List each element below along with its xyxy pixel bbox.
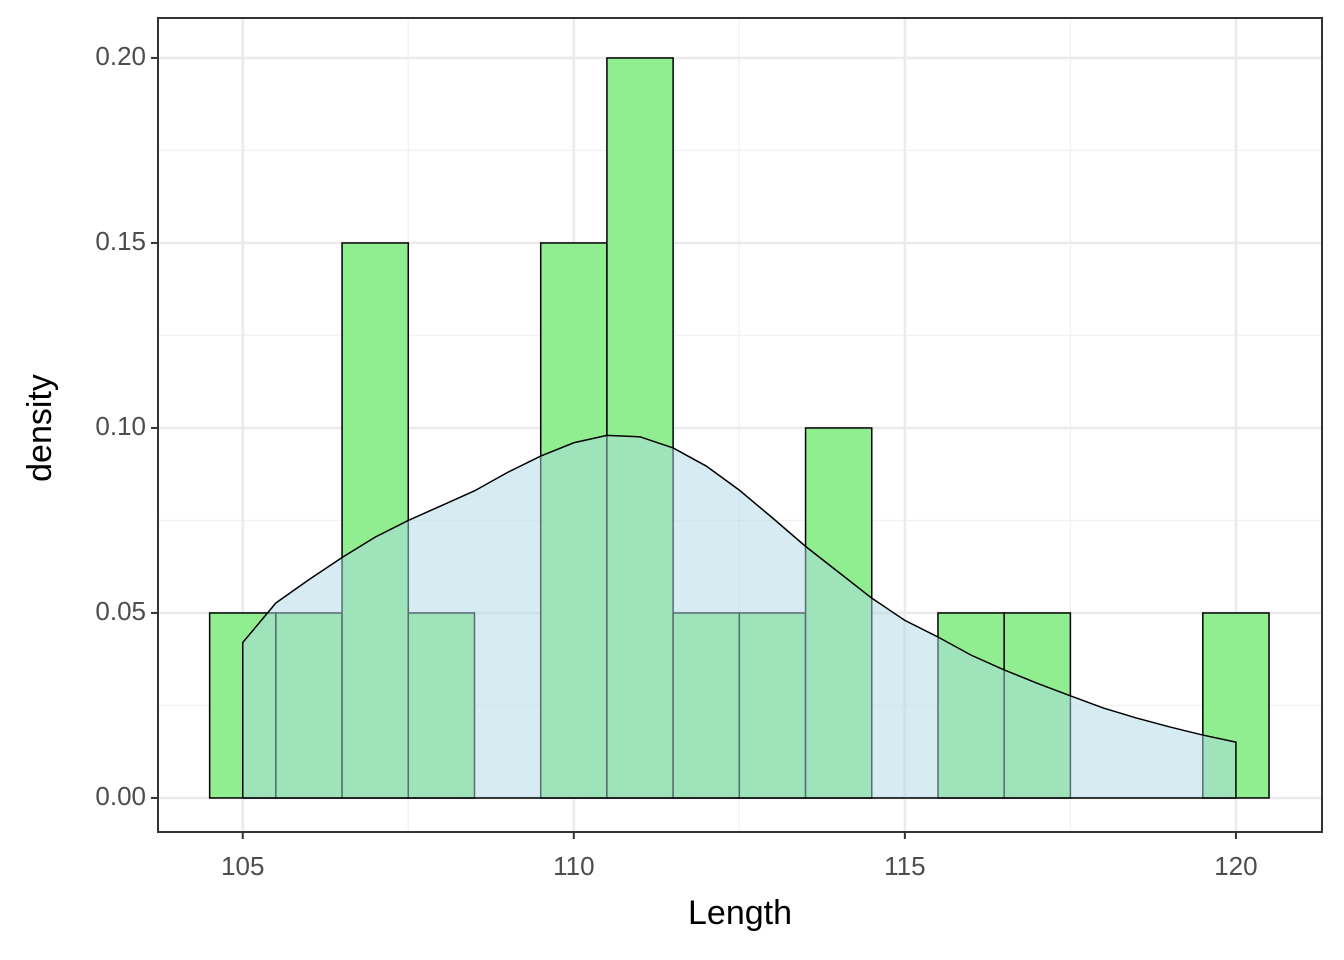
density-area <box>242 434 1237 799</box>
x-axis-title: Length <box>688 894 792 932</box>
y-tick-label: 0.00 <box>95 781 146 811</box>
y-tick-label: 0.20 <box>95 41 146 71</box>
y-axis-title: density <box>21 374 59 482</box>
x-tick-label: 110 <box>553 851 594 881</box>
x-tick-label: 105 <box>221 851 264 881</box>
y-tick-label: 0.15 <box>95 226 146 256</box>
x-tick-label: 115 <box>884 851 925 881</box>
panel-border <box>157 17 1323 833</box>
y-tick-label: 0.10 <box>95 411 146 441</box>
x-tick-label: 120 <box>1214 851 1257 881</box>
y-tick-label: 0.05 <box>95 596 146 626</box>
